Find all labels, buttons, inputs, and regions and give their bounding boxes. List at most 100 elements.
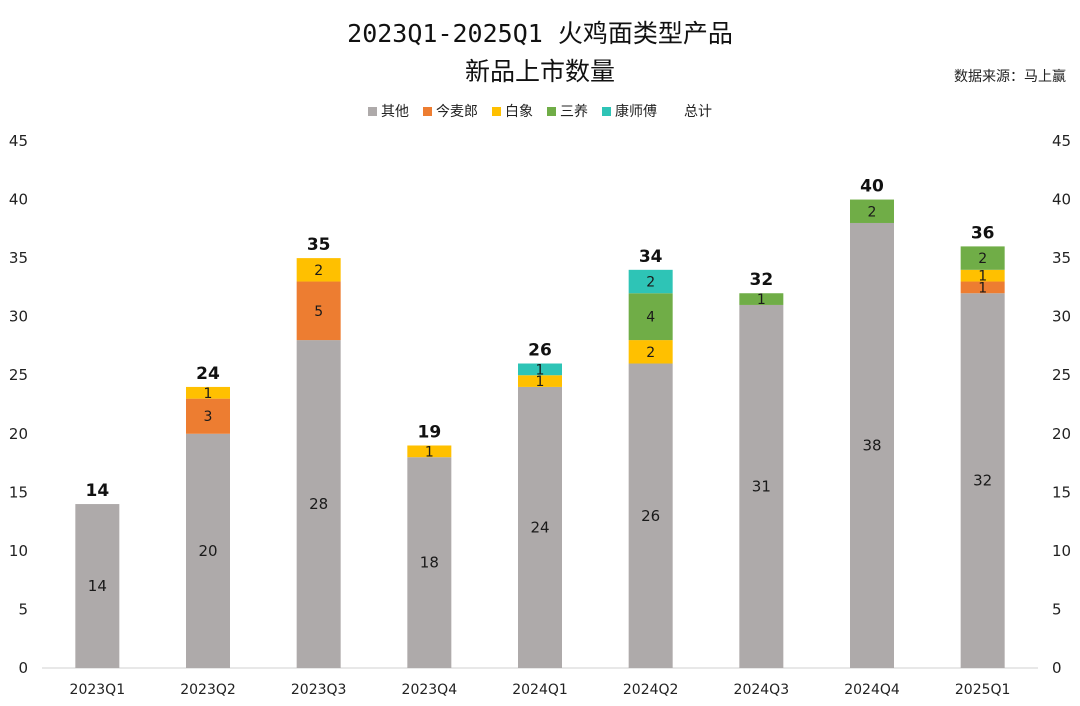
bar-data-label: 2	[978, 251, 987, 267]
bar-segment	[628, 340, 673, 364]
bar-data-label: 1	[978, 269, 987, 285]
y-tick-label-right: 25	[1052, 366, 1071, 384]
chart-title-line2: 新品上市数量	[464, 57, 615, 86]
bar-segment	[850, 222, 894, 668]
bar-segment	[407, 445, 452, 458]
bar-data-label: 20	[198, 542, 217, 560]
y-tick-label-right: 15	[1052, 483, 1071, 501]
legend-swatch	[368, 106, 377, 116]
bar-segment	[628, 269, 673, 294]
bar-data-label: 1	[978, 280, 987, 296]
y-tick-label-left: 40	[9, 191, 28, 209]
legend-item: 康师傅	[602, 101, 657, 121]
bar-data-label: 2	[868, 204, 877, 220]
y-tick-label-right: 35	[1052, 249, 1071, 267]
y-tick-label-left: 10	[9, 542, 28, 560]
y-tick-label-right: 30	[1052, 308, 1071, 326]
bar-segment	[518, 375, 562, 387]
x-tick-label: 2024Q3	[734, 682, 790, 698]
bar-segment	[518, 363, 562, 376]
bar-data-label: 2	[646, 345, 655, 361]
bar-segment	[518, 386, 562, 668]
bar-segment	[739, 293, 784, 305]
bar-segment	[739, 304, 784, 668]
y-tick-label-right: 5	[1052, 600, 1062, 618]
bar-total-label: 14	[85, 481, 109, 501]
legend-label: 其他	[381, 104, 409, 120]
bar-total-label: 24	[196, 364, 220, 384]
y-tick-label-left: 35	[9, 249, 28, 267]
bar-data-label: 1	[757, 292, 766, 308]
bar-total-label: 34	[639, 247, 663, 267]
legend-swatch	[423, 106, 432, 116]
legend-label: 康师傅	[615, 104, 657, 120]
bar-segment	[186, 433, 230, 668]
chart-legend: 其他 今麦郎 白象 三养 康师傅 总计	[0, 101, 1080, 121]
bar-data-label: 4	[646, 310, 655, 326]
bar-total-label: 32	[749, 270, 773, 290]
x-tick-label: 2023Q4	[402, 682, 458, 698]
bar-segment	[960, 269, 1005, 282]
legend-label: 总计	[684, 104, 712, 120]
bar-data-label: 14	[88, 577, 107, 595]
bar-segment	[628, 363, 673, 668]
bar-data-label: 24	[530, 518, 549, 536]
x-tick-label: 2023Q1	[70, 682, 126, 698]
data-source-note: 数据来源：马上赢	[954, 69, 1066, 85]
bar-segment	[296, 281, 341, 341]
y-tick-label-left: 0	[18, 659, 28, 677]
bar-segment	[296, 258, 341, 282]
bar-segment	[628, 293, 673, 341]
bar-total-label: 26	[528, 341, 552, 361]
y-tick-label-left: 45	[9, 132, 28, 150]
legend-item: 其他	[368, 101, 409, 121]
bar-data-label: 32	[973, 472, 992, 490]
bar-data-label: 1	[536, 362, 545, 378]
legend-item: 今麦郎	[423, 101, 478, 121]
bar-data-label: 2	[314, 263, 323, 279]
bar-data-label: 1	[425, 444, 434, 460]
bar-segment	[407, 457, 452, 668]
legend-label: 三养	[560, 104, 588, 120]
x-tick-label: 2023Q3	[291, 682, 347, 698]
legend-label: 今麦郎	[436, 104, 478, 120]
y-tick-label-right: 10	[1052, 542, 1071, 560]
x-tick-label: 2023Q2	[180, 682, 236, 698]
bar-segment	[186, 386, 230, 399]
bar-total-label: 35	[307, 235, 331, 255]
y-tick-label-right: 20	[1052, 425, 1071, 443]
bar-total-label: 36	[971, 223, 995, 243]
x-tick-label: 2024Q4	[844, 682, 900, 698]
y-tick-label-right: 45	[1052, 132, 1071, 150]
x-tick-label: 2024Q2	[623, 682, 679, 698]
bar-segment	[960, 281, 1005, 294]
x-tick-label: 2025Q1	[955, 682, 1011, 698]
bar-data-label: 38	[862, 436, 881, 454]
y-tick-label-left: 30	[9, 308, 28, 326]
y-tick-label-right: 40	[1052, 191, 1071, 209]
legend-swatch	[547, 106, 556, 116]
bar-data-label: 1	[536, 374, 545, 390]
bar-segment	[296, 340, 341, 668]
bar-segment	[850, 199, 894, 223]
bar-data-label: 31	[752, 477, 771, 495]
bar-segment	[960, 293, 1005, 668]
bar-data-label: 5	[314, 304, 323, 320]
bar-data-label: 18	[420, 554, 439, 572]
legend-item: 白象	[492, 101, 533, 121]
legend-swatch	[492, 106, 501, 116]
bar-data-label: 1	[204, 386, 213, 402]
legend-item-total: 总计	[671, 101, 712, 121]
legend-label: 白象	[505, 104, 533, 120]
legend-item: 三养	[547, 101, 588, 121]
x-tick-label: 2024Q1	[512, 682, 568, 698]
legend-swatch	[602, 106, 611, 116]
bar-total-label: 40	[860, 177, 884, 197]
bar-data-label: 3	[204, 409, 213, 425]
bar-data-label: 26	[641, 507, 660, 525]
y-tick-label-right: 0	[1052, 659, 1062, 677]
y-tick-label-left: 15	[9, 483, 28, 501]
bar-segment	[960, 246, 1005, 270]
y-tick-label-left: 20	[9, 425, 28, 443]
